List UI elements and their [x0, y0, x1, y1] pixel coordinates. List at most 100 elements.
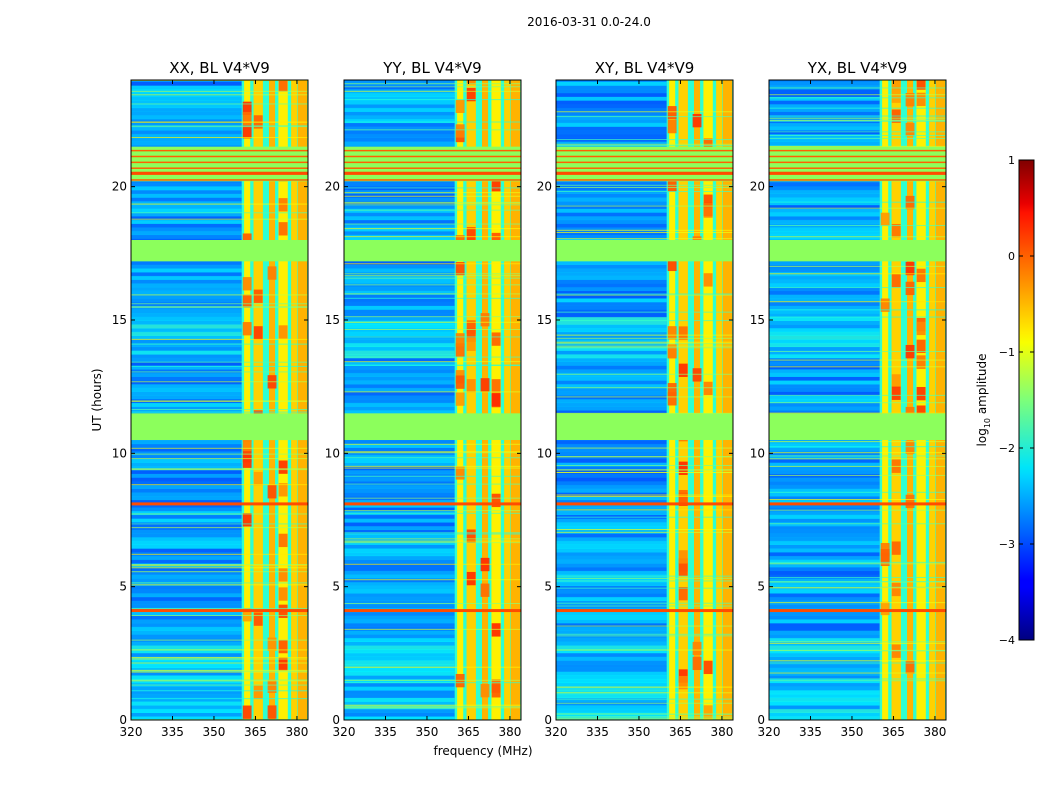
time-row — [556, 309, 667, 314]
x-tick-label: 380 — [285, 725, 308, 739]
rfi-line — [344, 538, 521, 540]
rfi-line — [556, 144, 733, 146]
time-row — [344, 369, 455, 374]
rfi-line — [769, 523, 946, 525]
rfi-patch — [905, 494, 915, 509]
time-row — [556, 664, 667, 669]
x-tick-label: 335 — [586, 725, 609, 739]
time-row — [556, 104, 667, 109]
rfi-line — [344, 512, 521, 514]
y-tick-label: 15 — [537, 313, 552, 327]
rfi-column — [716, 80, 723, 720]
time-row — [769, 634, 880, 639]
time-row — [556, 496, 667, 501]
rfi-column — [703, 80, 713, 720]
rfi-line — [769, 678, 946, 680]
time-row — [344, 313, 455, 318]
rfi-line — [131, 303, 308, 305]
time-row — [556, 212, 667, 217]
strong-rfi-line — [344, 502, 521, 506]
rfi-line — [344, 467, 521, 469]
time-row — [769, 645, 880, 650]
rfi-line — [131, 453, 308, 455]
time-row — [131, 328, 242, 333]
rfi-column — [929, 80, 936, 720]
time-row — [556, 570, 667, 575]
time-row — [344, 316, 455, 321]
rfi-line — [769, 287, 946, 289]
rfi-patch — [667, 106, 677, 120]
time-row — [556, 339, 667, 344]
time-row — [344, 626, 455, 631]
time-row — [556, 133, 667, 138]
rfi-patch — [678, 461, 688, 475]
time-row — [131, 540, 242, 545]
rfi-line — [344, 563, 521, 565]
time-row — [556, 96, 667, 101]
time-row — [769, 596, 880, 601]
rfi-line — [769, 561, 946, 563]
time-row — [344, 193, 455, 198]
time-row — [344, 380, 455, 385]
time-row — [131, 234, 242, 239]
rfi-patch — [703, 660, 713, 675]
rfi-patch — [242, 101, 252, 115]
time-row — [769, 410, 880, 415]
y-tick-label: 20 — [325, 180, 340, 194]
time-row — [769, 477, 880, 482]
time-row — [131, 641, 242, 646]
time-row — [344, 596, 455, 601]
time-row — [556, 335, 667, 340]
time-row — [344, 197, 455, 202]
rfi-line — [344, 682, 521, 684]
time-row — [344, 454, 455, 460]
time-row — [131, 111, 242, 116]
time-row — [344, 593, 455, 598]
time-row — [131, 122, 242, 127]
time-row — [344, 622, 455, 628]
time-row — [131, 85, 242, 90]
time-row — [344, 604, 455, 609]
time-row — [344, 376, 455, 381]
rfi-line — [556, 698, 733, 700]
rfi-line — [769, 412, 946, 414]
time-row — [344, 615, 455, 620]
rfi-patch — [491, 178, 501, 192]
rfi-patch — [491, 623, 501, 637]
time-row — [131, 466, 242, 471]
time-row — [344, 649, 455, 654]
time-row — [769, 581, 880, 586]
time-row — [556, 552, 667, 557]
time-row — [344, 182, 455, 187]
time-row — [131, 230, 242, 236]
rfi-line — [556, 293, 733, 295]
time-row — [556, 645, 667, 650]
rfi-patch — [278, 568, 288, 582]
rfi-line — [769, 491, 946, 493]
time-row — [344, 488, 455, 493]
time-row — [556, 130, 667, 135]
time-row — [344, 260, 455, 265]
y-tick-label: 10 — [112, 446, 127, 460]
time-row — [344, 503, 455, 508]
x-tick-label: 335 — [374, 725, 397, 739]
rfi-column — [907, 80, 914, 720]
rfi-line — [131, 90, 308, 92]
time-row — [131, 354, 242, 359]
time-row — [131, 342, 242, 348]
time-row — [769, 458, 880, 463]
time-row — [769, 716, 880, 720]
rfi-line — [769, 581, 946, 583]
time-row — [769, 619, 880, 624]
rfi-patch — [455, 392, 465, 406]
rfi-patch — [491, 232, 501, 247]
rfi-line — [769, 641, 946, 643]
colorbar: 1 0 −1 −2 −3 −4 log10 amplitude — [975, 154, 1035, 647]
time-row — [556, 201, 667, 206]
time-row — [131, 193, 242, 198]
time-row — [131, 499, 242, 504]
rfi-patch — [267, 637, 277, 651]
rfi-patch — [905, 93, 915, 107]
time-row — [131, 189, 242, 194]
rfi-patch — [466, 529, 476, 543]
